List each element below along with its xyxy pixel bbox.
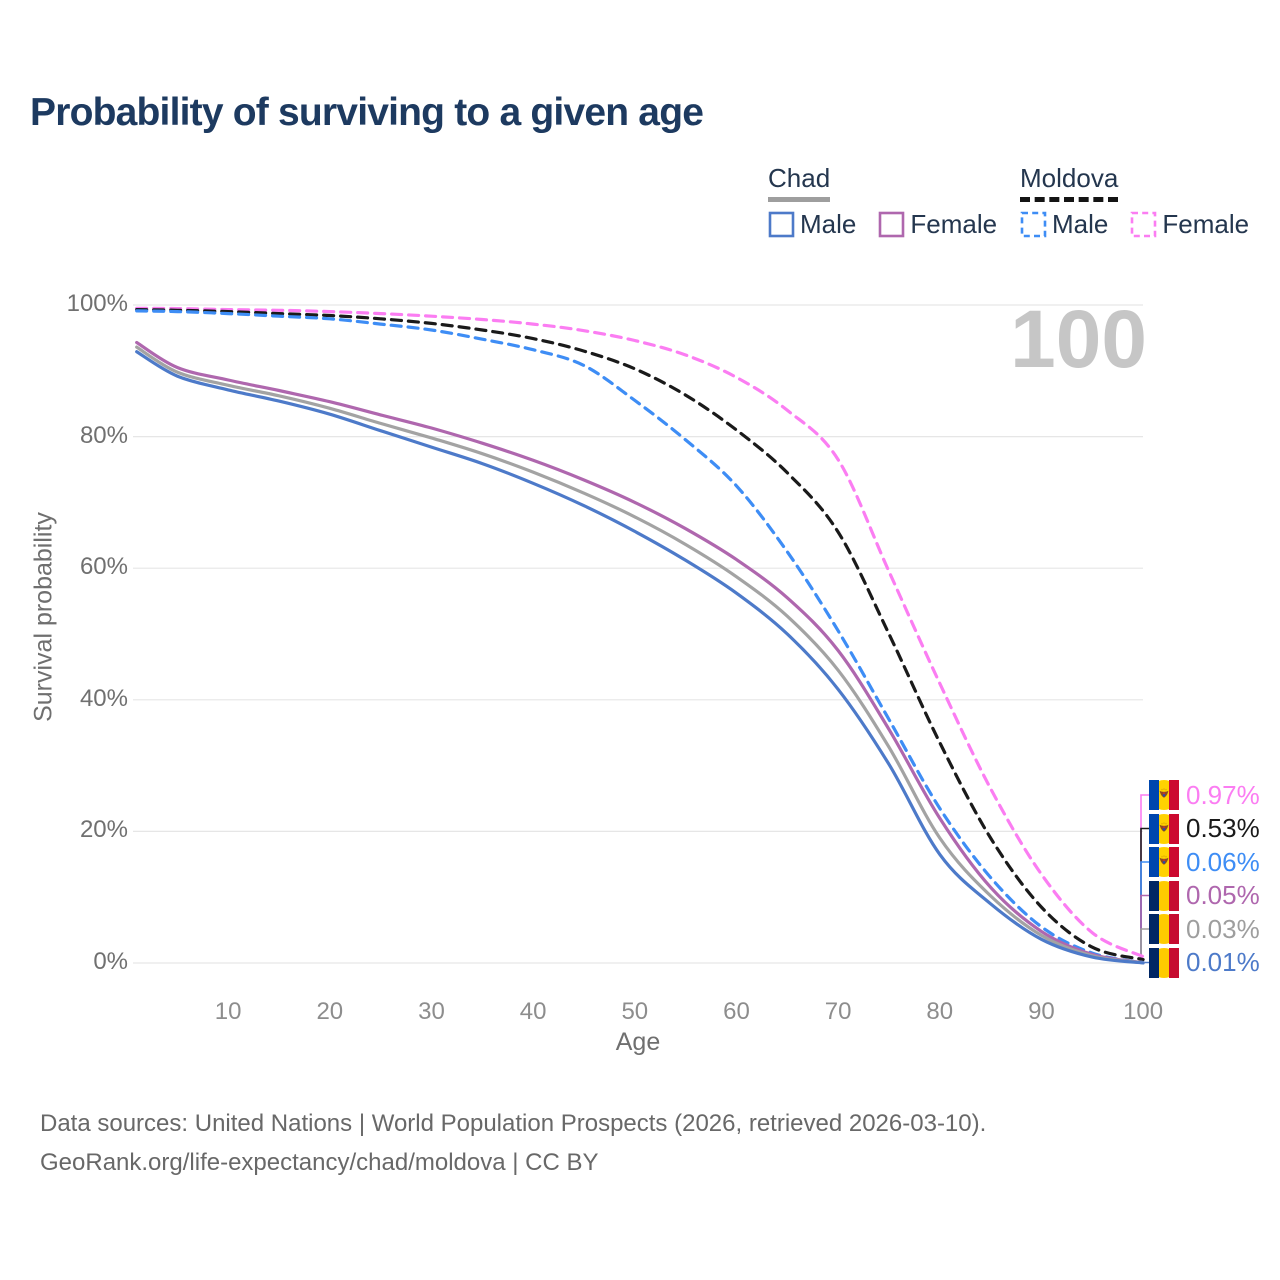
legend-item-chad-male[interactable]: Male (768, 209, 856, 240)
end-label-value: 0.05% (1186, 880, 1260, 910)
moldova-emblem (1159, 788, 1169, 798)
curve-moldova-male (135, 309, 1145, 965)
end-label-value: 0.53% (1186, 813, 1260, 843)
chart-title: Probability of surviving to a given age (30, 91, 704, 134)
footer: Data sources: United Nations | World Pop… (40, 1104, 986, 1182)
legend-item-label: Female (1162, 209, 1250, 239)
end-label-value: 0.03% (1186, 913, 1260, 944)
x-tick-10: 10 (214, 998, 242, 1025)
end-label-value: 0.01% (1186, 947, 1260, 977)
x-tick-30: 30 (418, 998, 445, 1025)
x-axis-title: Age (615, 1028, 661, 1056)
y-tick-40%: 40% (79, 684, 128, 712)
legend-group-chad: Chad Male Female (768, 163, 997, 240)
legend-item-chad-female[interactable]: Female (878, 209, 997, 240)
legend-group-moldova-title: Moldova (1020, 163, 1119, 202)
chad-flag-icon (1149, 947, 1179, 978)
curve-chad-female (135, 340, 1145, 965)
x-tick-100: 100 (1123, 998, 1164, 1025)
chad-flag-icon (1149, 880, 1179, 911)
footer-attribution: GeoRank.org/life-expectancy/chad/moldova… (40, 1149, 599, 1176)
end-label-value: 0.06% (1186, 846, 1260, 877)
y-tick-60%: 60% (79, 553, 128, 581)
legend-swatch-icon (1020, 211, 1047, 238)
footer-sources: Data sources: United Nations | World Pop… (40, 1110, 987, 1137)
legend-group-moldova-items: Male Female (1020, 209, 1249, 240)
moldova-emblem (1159, 855, 1169, 865)
moldova-flag-icon (1149, 847, 1179, 877)
end-label-chad-male: 0.01% (1149, 947, 1260, 978)
moldova-flag-icon (1149, 813, 1179, 844)
legend-item-moldova-female[interactable]: Female (1130, 209, 1249, 240)
x-tick-40: 40 (519, 998, 547, 1025)
legend-item-label: Male (800, 209, 857, 239)
legend-group-moldova: Moldova Male Female (1020, 163, 1249, 240)
x-tick-50: 50 (621, 998, 649, 1025)
legend-group-chad-items: Male Female (768, 209, 997, 240)
end-label-value: 0.97% (1186, 779, 1260, 810)
end-label-connector-moldova-total (1140, 827, 1149, 961)
x-tick-90: 90 (1028, 998, 1055, 1025)
end-label-moldova-male: 0.06% (1149, 847, 1260, 877)
end-label-chad-total: 0.03% (1149, 914, 1260, 944)
chad-flag-icon (1149, 914, 1179, 944)
x-tick-80: 80 (926, 998, 954, 1025)
end-label-moldova-female: 0.97% (1149, 780, 1260, 810)
curve-chad-male (135, 350, 1145, 965)
y-axis-title: Survival probability (29, 512, 58, 722)
end-label-connector-moldova-female (1140, 794, 1149, 958)
age-counter-watermark: 100 (1010, 294, 1147, 385)
moldova-flag-icon (1149, 780, 1179, 810)
x-tick-20: 20 (316, 998, 344, 1025)
curve-moldova-female (135, 306, 1145, 959)
y-tick-0%: 0% (93, 948, 128, 975)
y-tick-20%: 20% (79, 816, 128, 844)
y-tick-100%: 100% (66, 290, 128, 317)
curve-chad-total (135, 345, 1145, 965)
y-tick-80%: 80% (79, 421, 128, 449)
end-label-moldova-total: 0.53% (1149, 813, 1260, 844)
legend-swatch-icon (768, 211, 795, 238)
x-tick-60: 60 (723, 998, 750, 1025)
x-tick-70: 70 (824, 998, 852, 1025)
curve-moldova-total (135, 308, 1145, 962)
legend-group-chad-title: Chad (768, 163, 831, 202)
legend-swatch-icon (879, 211, 905, 238)
legend-item-label: Male (1052, 209, 1109, 239)
legend-item-moldova-male[interactable]: Male (1020, 209, 1108, 240)
end-label-connector-moldova-male (1140, 861, 1149, 964)
legend-swatch-icon (1131, 211, 1157, 238)
legend-item-label: Female (910, 209, 998, 239)
end-label-chad-female: 0.05% (1149, 880, 1260, 911)
moldova-emblem (1159, 821, 1169, 832)
